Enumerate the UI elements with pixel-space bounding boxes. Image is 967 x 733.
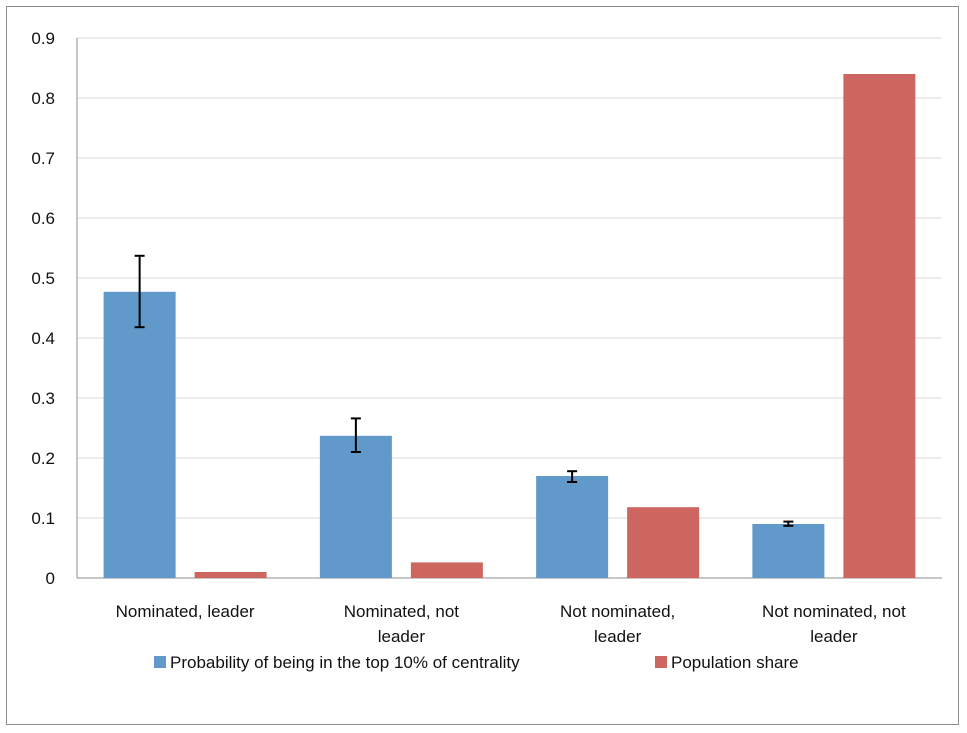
y-tick-label: 0.4 [31,329,55,348]
legend-label: Probability of being in the top 10% of c… [170,653,520,672]
bar-probability [319,435,392,578]
bar-population-share [194,572,267,578]
legend-item: Population share [655,653,799,672]
y-tick-label: 0.3 [31,389,55,408]
x-category-label: Not nominated, leader [560,602,675,646]
y-tick-label: 0.7 [31,149,55,168]
x-category-label: Nominated, leader [116,602,255,621]
bar-population-share [627,507,700,578]
x-category-label: Nominated, not leader [344,602,460,646]
y-tick-label: 0.5 [31,269,55,288]
error-bar [134,254,145,329]
error-bar [350,417,361,453]
bar-population-share [410,562,483,578]
y-tick-label: 0.8 [31,89,55,108]
error-bar [567,470,578,483]
y-tick-label: 0.6 [31,209,55,228]
y-tick-label: 0.9 [31,29,55,48]
legend-swatch [655,656,667,668]
x-category-label: Not nominated, not leader [762,602,906,646]
bar-probability [752,524,825,578]
x-axis-categories: Nominated, leader Nominated, not leader Not… [116,602,906,646]
error-bars [134,254,794,527]
y-axis-ticks: 0 0.1 0.2 0.3 0.4 0.5 0.6 0.7 0.8 0.9 [31,29,55,588]
bar-probability [103,291,176,578]
legend-swatch [154,656,166,668]
bars [103,74,916,578]
legend-label: Population share [671,653,799,672]
legend-item: Probability of being in the top 10% of c… [154,653,520,672]
bar-population-share [843,74,916,578]
legend: Probability of being in the top 10% of c… [154,653,799,672]
gridlines [76,37,942,579]
bar-probability [536,476,609,578]
y-tick-label: 0 [46,569,55,588]
y-tick-label: 0.2 [31,449,55,468]
y-tick-label: 0.1 [31,509,55,528]
error-bar [783,520,794,527]
